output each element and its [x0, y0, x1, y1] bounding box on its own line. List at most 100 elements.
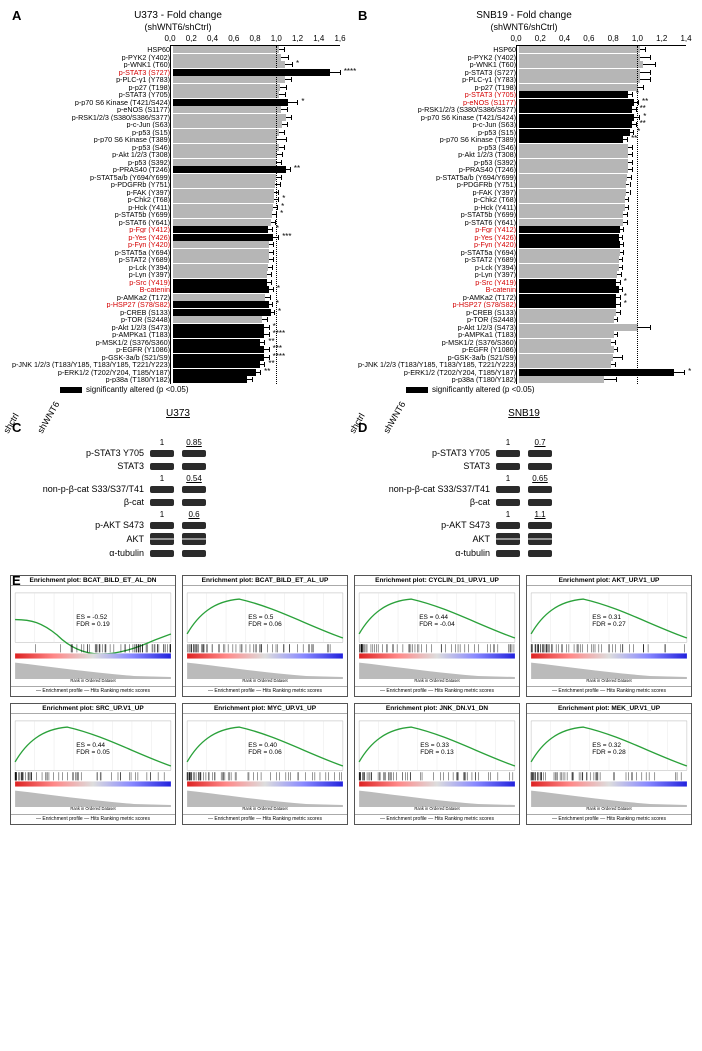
wb-label: STAT3 [356, 461, 496, 471]
bar-area [173, 91, 346, 98]
wb-label: α-tubulin [10, 548, 150, 558]
bar-area [519, 76, 692, 83]
significance-stars: *** [282, 233, 291, 240]
bar-row: p-Hck (Y411) [356, 204, 692, 211]
error-cap [284, 47, 285, 52]
bar-label: p-Fyn (Y420) [356, 241, 519, 248]
error-cap [623, 227, 624, 232]
wb-bands [150, 522, 206, 529]
bar-area [519, 196, 692, 203]
gsea-grid: Enrichment plot: BCAT_BILD_ET_AL_DNRank … [10, 575, 692, 825]
bar-label: p-Akt 1/2/3 (T308) [356, 151, 519, 158]
bar-row: HSP60 [10, 46, 346, 53]
bar [519, 121, 632, 128]
bar-area [519, 181, 692, 188]
gsea-plot: Enrichment plot: BCAT_BILD_ET_AL_UPRank … [182, 575, 348, 697]
svg-text:Rank in Ordered Dataset: Rank in Ordered Dataset [414, 678, 460, 683]
bar-area: * [173, 309, 346, 316]
bar-row: p-STAT5a/b (Y694/Y699) [10, 174, 346, 181]
error-cap [286, 85, 287, 90]
error-cap [684, 370, 685, 375]
bar [519, 369, 674, 376]
wb-band [496, 522, 520, 529]
bar-label: p-p53 (S15) [356, 129, 519, 136]
bar [519, 324, 638, 331]
wb-row: β-cat [356, 497, 692, 507]
bar-area [173, 219, 346, 226]
gsea-legend: — Enrichment profile — Hits Ranking metr… [527, 814, 691, 823]
error-cap [622, 257, 623, 262]
bar [173, 256, 269, 263]
bar-row: p-STAT5a/b (Y694/Y699) [356, 174, 692, 181]
error-cap [278, 190, 279, 195]
error-cap [620, 302, 621, 307]
error-cap [650, 77, 651, 82]
bar-area [173, 264, 346, 271]
bar [173, 234, 273, 241]
error-cap [285, 92, 286, 97]
panel-b: B SNB19 - Fold change (shWNT6/shCtrl) 0,… [356, 10, 692, 394]
bar [519, 204, 625, 211]
bar [173, 369, 256, 376]
error-cap [260, 370, 261, 375]
error-cap [292, 62, 293, 67]
bar [519, 271, 617, 278]
error-cap [617, 347, 618, 352]
bar-row: p-STAT3 (Y705) [10, 91, 346, 98]
error-cap [621, 272, 622, 277]
wb-band [182, 463, 206, 470]
bar-label: p-PRAS40 (T246) [356, 166, 519, 173]
wb-label: α-tubulin [356, 548, 496, 558]
bar-row: p-Src (Y419)* [356, 279, 692, 286]
bar-label: p-STAT6 (Y641) [356, 219, 519, 226]
wb-row: p-AKT S473 [10, 520, 346, 530]
wb-ratio: 10.65 [496, 474, 692, 483]
wb-band [182, 550, 206, 557]
error-cap [288, 55, 289, 60]
bar-label: B-catenin [356, 286, 519, 293]
gsea-es-value: ES = 0.31 [592, 614, 625, 621]
bar-area: ** [519, 121, 692, 128]
bar-row: p-CREB (S133) [356, 309, 692, 316]
bar [519, 309, 616, 316]
error-cap [271, 280, 272, 285]
bar-label: p-STAT5b (Y699) [10, 211, 173, 218]
bar-area [519, 54, 692, 61]
bar-row: p-Yes (Y426) [356, 234, 692, 241]
bar [519, 91, 628, 98]
bar-row: p-Fgr (Y412) [356, 226, 692, 233]
bar-label: p-Yes (Y426) [10, 234, 173, 241]
bar-row: p-TOR (S2448) [356, 316, 692, 323]
significance-stars: ** [268, 360, 274, 367]
panel-d: D SNB19 shctrlshWNT610.7p-STAT3 Y705STAT… [356, 408, 692, 561]
bar-row: p-PLC-γ1 (Y783) [356, 76, 692, 83]
wb-band [150, 522, 174, 529]
bar-row: p-Akt 1/2/3 (S473)* [10, 324, 346, 331]
bar-row: p-STAT3 (S727) [356, 69, 692, 76]
bar-label: p-p53 (S392) [10, 159, 173, 166]
wb-ratio: 10.54 [150, 474, 346, 483]
error-cap [274, 310, 275, 315]
gsea-svg: Rank in Ordered Dataset [527, 714, 691, 814]
bar-label: p-PRAS40 (T246) [10, 166, 173, 173]
error-cap [627, 137, 628, 142]
wb-band [150, 499, 174, 506]
wb-lane-headers: shctrlshWNT6 [10, 425, 346, 435]
bar-label: p-EGFR (Y1086) [10, 346, 173, 353]
bar-area: ** [519, 106, 692, 113]
bar [173, 211, 272, 218]
bar-row: p-RSK1/2/3 (S380/S386/S377) [10, 114, 346, 121]
bar-area [519, 204, 692, 211]
bar [519, 331, 614, 338]
bar-area [519, 46, 692, 53]
wb-band [150, 533, 174, 545]
bar-row: HSP60 [356, 46, 692, 53]
bar-area [519, 361, 692, 368]
error-cap [291, 115, 292, 120]
bar [519, 189, 626, 196]
bar-label: p-CREB (S133) [10, 309, 173, 316]
bar-label: p-p70 S6 Kinase (T421/S424) [10, 99, 173, 106]
wb-band [496, 533, 520, 545]
error-cap [280, 182, 281, 187]
bar-label: p-PLC-γ1 (Y783) [10, 76, 173, 83]
